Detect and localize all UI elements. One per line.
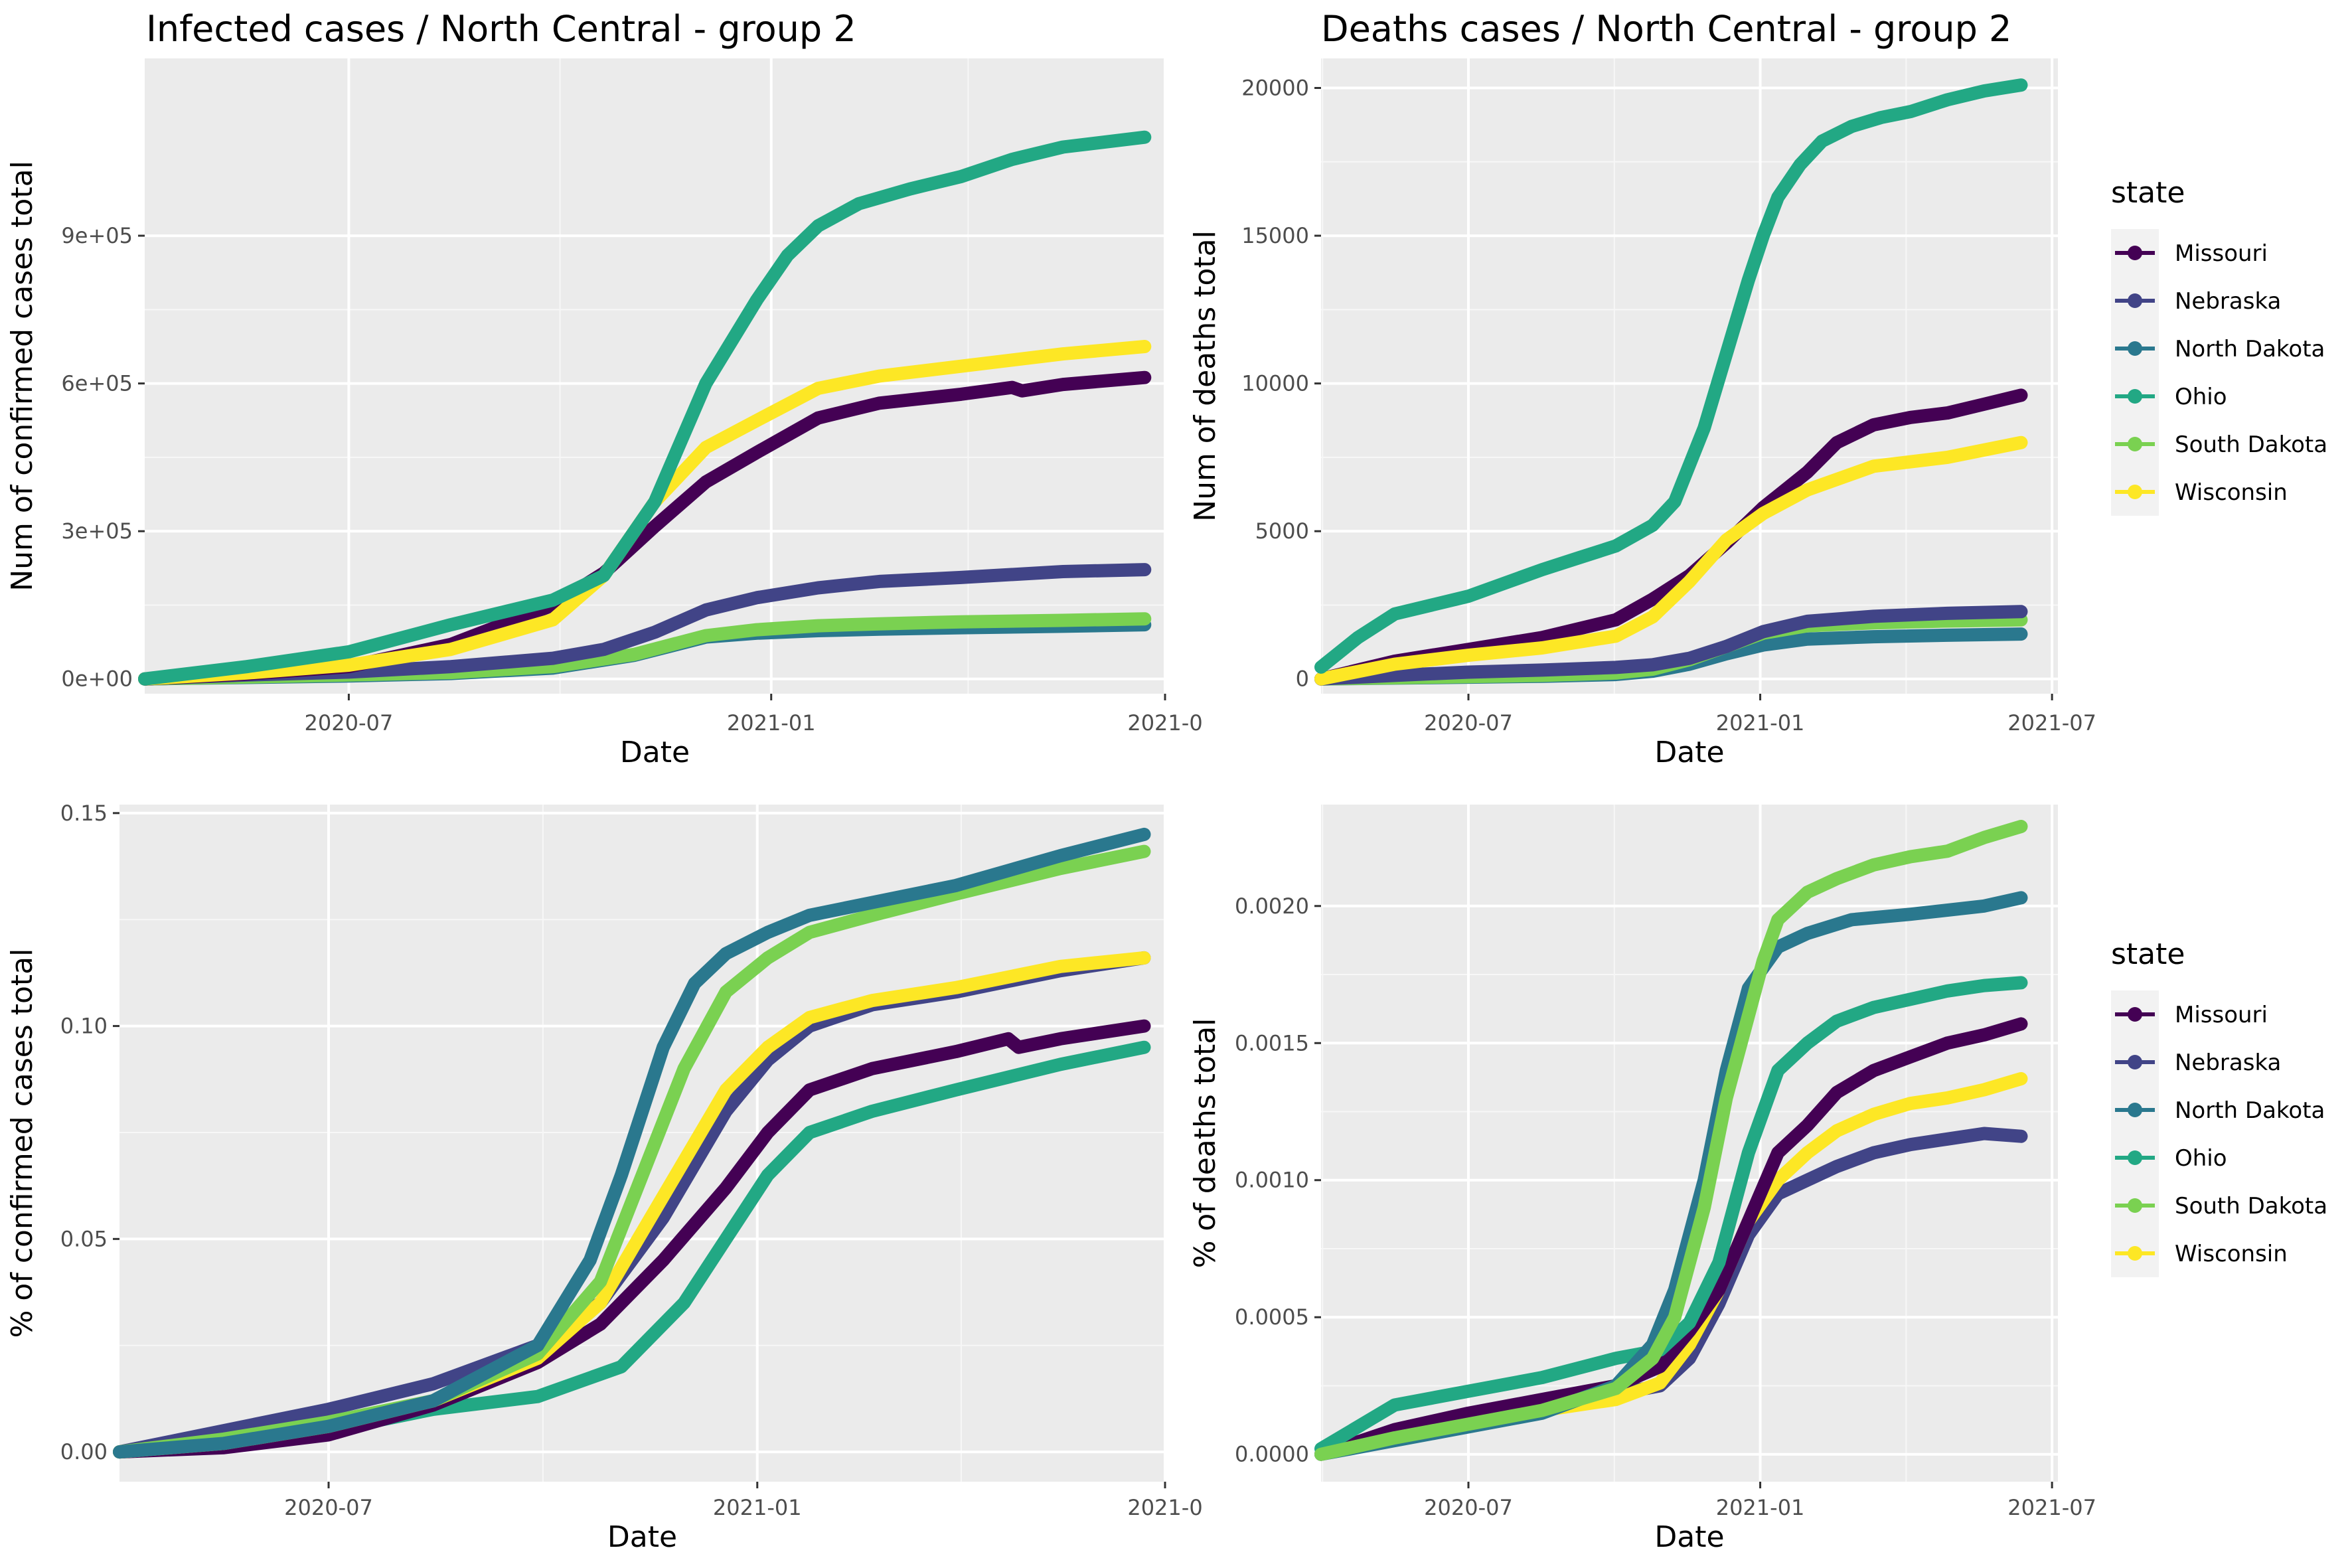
legend-label: Ohio [2175,1145,2227,1172]
x-tick-label: 2020-07 [1424,710,1513,736]
series-line-ohio [1314,976,2028,1456]
chart-title: Deaths cases / North Central - group 2 [1321,8,2011,50]
x-tick-label: 2021-0 [1127,710,1202,736]
x-tick-label: 2021-0 [1127,1495,1202,1520]
y-tick-label: 3e+05 [61,518,133,544]
y-tick-label: 0 [1296,666,1309,692]
y-tick-label: 0.0020 [1235,894,1309,919]
series-line-ohio [138,130,1152,686]
y-tick-label: 0.05 [60,1226,108,1251]
legend-label: Ohio [2175,384,2227,410]
legend-key-point [2128,1103,2142,1117]
series-line-north-dakota [113,827,1151,1459]
legend-label: Wisconsin [2175,479,2288,506]
y-tick-label: 0.00 [60,1439,108,1464]
x-tick-label: 2021-01 [727,710,816,736]
series-line-nebraska [1314,605,2028,686]
x-axis-title: Date [607,1520,677,1554]
series-line-wisconsin [138,340,1152,686]
y-tick-label: 0.0010 [1235,1168,1309,1193]
x-tick-label: 2021-01 [1716,1495,1805,1520]
x-axis-title: Date [1654,1520,1724,1554]
y-tick-label: 0.0000 [1235,1442,1309,1467]
y-axis-title: % of confirmed cases total [5,949,39,1338]
y-tick-label: 10000 [1241,371,1309,396]
legend-label: Wisconsin [2175,1241,2288,1267]
legend-key-point [2128,485,2142,499]
legend-key-point [2128,341,2142,356]
y-tick-label: 0.15 [60,801,108,826]
y-tick-label: 0.0005 [1235,1304,1309,1330]
legend-label: North Dakota [2175,336,2325,362]
y-tick-label: 0.0015 [1235,1030,1309,1056]
legend-key-point [2128,1198,2142,1213]
y-tick-label: 20000 [1241,76,1309,101]
x-axis-title: Date [1654,736,1724,769]
y-axis-title: % of deaths total [1188,1018,1222,1269]
y-axis-title: Num of confirmed cases total [5,161,39,591]
y-tick-label: 0.10 [60,1014,108,1039]
legend-key-background [2111,990,2159,1277]
legend-label: South Dakota [2175,1193,2327,1219]
series-line-south-dakota [1314,820,2028,1461]
series-line-missouri [1314,1017,2028,1461]
legend-key-point [2128,246,2142,260]
legend-label: South Dakota [2175,431,2327,458]
x-tick-label: 2020-07 [305,710,394,736]
x-tick-label: 2021-07 [2007,1495,2096,1520]
y-tick-label: 0e+00 [61,666,133,692]
x-tick-label: 2021-01 [1716,710,1805,736]
legend-key-point [2128,293,2142,308]
legend-title: state [2111,937,2185,971]
legend-label: Missouri [2175,1002,2268,1028]
y-axis-title: Num of deaths total [1188,230,1222,522]
series-line-nebraska [138,563,1152,686]
legend-label: Nebraska [2175,288,2281,315]
legend-label: Missouri [2175,240,2268,267]
legend-key-background [2111,229,2159,516]
x-tick-label: 2021-01 [713,1495,802,1520]
legend-key-point [2128,1055,2142,1069]
legend-key-point [2128,389,2142,404]
series-line-ohio [1314,78,2028,674]
y-tick-label: 15000 [1241,223,1309,248]
x-axis-title: Date [620,736,690,769]
chart-title: Infected cases / North Central - group 2 [146,8,856,50]
panel-background-2 [119,805,1165,1482]
legend-label: North Dakota [2175,1097,2325,1124]
x-tick-label: 2020-07 [284,1495,373,1520]
legend-label: Nebraska [2175,1050,2281,1076]
legend-key-point [2128,1007,2142,1022]
series-line-wisconsin [1314,435,2028,686]
legend-key-point [2128,1150,2142,1165]
legend-key-point [2128,1246,2142,1261]
y-tick-label: 5000 [1255,518,1309,544]
x-tick-label: 2020-07 [1424,1495,1513,1520]
legend-title: state [2111,176,2185,210]
y-tick-label: 6e+05 [61,371,133,396]
y-tick-label: 9e+05 [61,223,133,248]
x-tick-label: 2021-07 [2007,710,2096,736]
legend-key-point [2128,437,2142,451]
